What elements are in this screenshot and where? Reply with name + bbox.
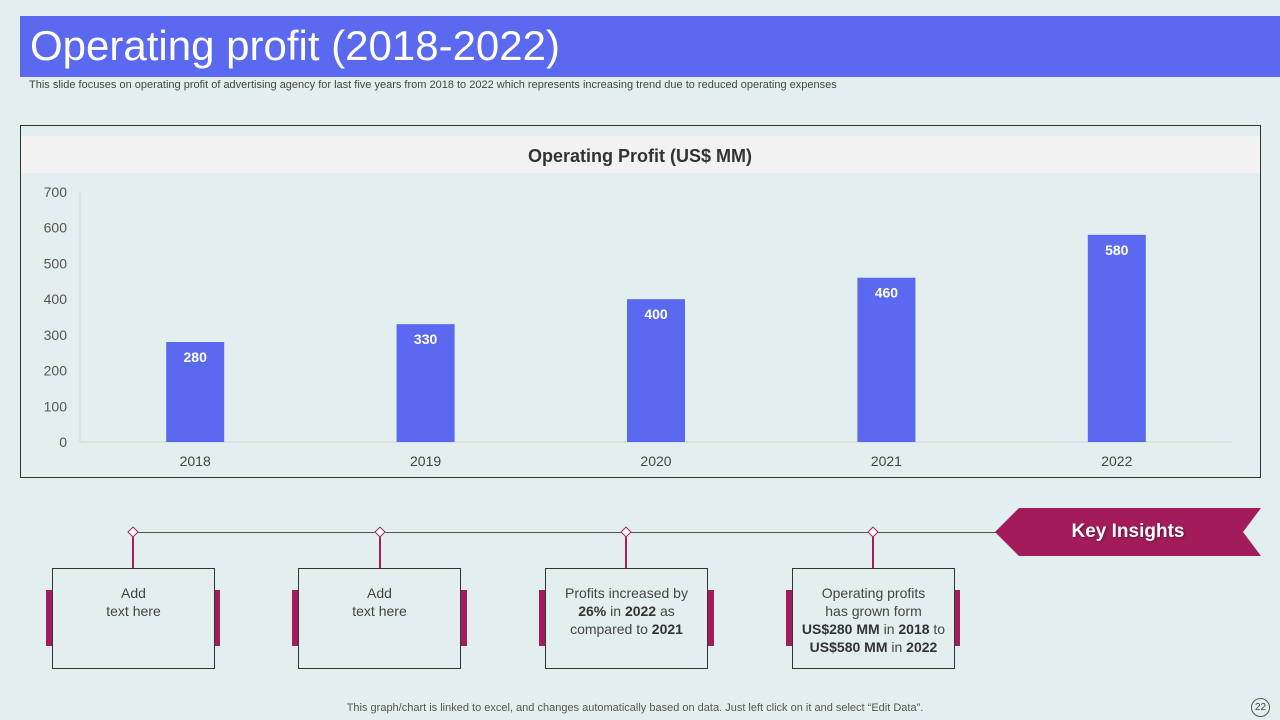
x-tick-label: 2020: [640, 453, 671, 469]
insight-text: to: [929, 621, 946, 637]
connector-dot-1: [127, 526, 139, 538]
connector-1: [132, 533, 134, 569]
bar-2019: [396, 324, 455, 442]
data-label: 580: [1105, 242, 1129, 258]
bar-2020: [627, 299, 685, 442]
data-label: 330: [414, 331, 438, 347]
insight-text: Add: [367, 585, 392, 601]
slide-title: Operating profit (2018-2022): [30, 22, 560, 69]
insight-text: Add: [121, 585, 146, 601]
insight-line: Operating profits: [793, 584, 954, 602]
y-tick-label: 700: [44, 184, 68, 200]
box-2-left-accent: [292, 590, 298, 646]
footer-note: This graph/chart is linked to excel, and…: [0, 702, 1280, 714]
chart-title: Operating Profit (US$ MM): [528, 146, 752, 166]
insight-highlight: US$280 MM: [801, 621, 880, 637]
y-tick-label: 300: [44, 327, 68, 343]
box-4-left-accent: [786, 590, 792, 646]
banner-shape: [995, 508, 1261, 556]
footer-text: This graph/chart is linked to excel, and…: [346, 702, 924, 714]
x-tick-label: 2022: [1101, 453, 1132, 469]
box-4-right-accent: [954, 590, 960, 646]
insight-line: US$280 MM in 2018 to: [793, 620, 954, 638]
x-tick-label: 2018: [180, 453, 211, 469]
page-number: 22: [1251, 698, 1270, 717]
y-tick-label: 200: [44, 363, 68, 379]
title-bar: Operating profit (2018-2022): [20, 16, 1280, 77]
insight-highlight: 2022: [624, 603, 657, 619]
key-insights-banner: Key Insights: [995, 508, 1261, 556]
insight-highlight: US$580 MM: [809, 639, 888, 655]
insight-line: Add: [53, 584, 214, 602]
y-tick-label: 400: [44, 291, 68, 307]
x-tick-label: 2021: [871, 453, 902, 469]
data-label: 280: [184, 349, 208, 365]
chart-title-band: [21, 136, 1260, 173]
insight-line: 26% in 2022 as: [546, 602, 707, 620]
box-1-left-accent: [46, 590, 52, 646]
bar-2022: [1087, 234, 1146, 442]
insight-line: compared to 2021: [546, 620, 707, 638]
insight-box-2[interactable]: Add text here: [298, 568, 461, 669]
insight-text: text here: [106, 603, 161, 619]
insight-highlight: 2018: [898, 621, 930, 637]
bar-2018: [166, 342, 225, 442]
insight-box-1[interactable]: Add text here: [52, 568, 215, 669]
connector-dot-3: [620, 526, 632, 538]
insight-text: has grown form: [825, 603, 922, 619]
slide-subtitle: This slide focuses on operating profit o…: [29, 79, 837, 91]
x-tick-label: 2019: [410, 453, 441, 469]
insight-text: compared to: [570, 621, 652, 637]
insights-connector-line: [133, 532, 1003, 533]
insight-line: US$580 MM in 2022: [793, 638, 954, 656]
insight-text: in: [879, 621, 899, 637]
connector-dot-4: [867, 526, 879, 538]
insight-text: in: [606, 603, 625, 619]
connector-dot-2: [374, 526, 386, 538]
chart-frame[interactable]: Operating Profit (US$ MM) 0 100 200 300 400 50…: [20, 125, 1261, 478]
box-3-right-accent: [708, 590, 714, 646]
insight-box-3[interactable]: Profits increased by 26% in 2022 as compar…: [545, 568, 708, 669]
insight-highlight: 26%: [578, 603, 607, 619]
insight-line: Profits increased by: [546, 584, 707, 602]
bar-2021: [857, 277, 916, 442]
insight-text: in: [887, 639, 907, 655]
box-3-left-accent: [539, 590, 545, 646]
connector-3: [625, 533, 627, 569]
y-tick-label: 100: [44, 398, 68, 414]
key-insights-label: Key Insights: [1071, 521, 1185, 542]
insight-line: Add: [299, 584, 460, 602]
y-tick-label: 600: [44, 220, 68, 236]
insight-line: text here: [299, 602, 460, 620]
insight-text: Profits increased by: [565, 585, 688, 601]
y-tick-label: 500: [44, 255, 68, 271]
connector-2: [379, 533, 381, 569]
insight-box-4[interactable]: Operating profits has grown form US$280 MM…: [792, 568, 955, 669]
bar-chart[interactable]: Operating Profit (US$ MM) 0 100 200 300 400 50…: [21, 126, 1262, 479]
y-tick-label: 0: [59, 434, 67, 450]
box-1-right-accent: [214, 590, 220, 646]
insight-text: Operating profits: [821, 585, 926, 601]
data-label: 460: [875, 285, 899, 301]
insight-text: text here: [352, 603, 407, 619]
insight-text: as: [656, 603, 675, 619]
box-2-right-accent: [461, 590, 467, 646]
connector-4: [872, 533, 874, 569]
insight-line: text here: [53, 602, 214, 620]
insight-highlight: 2022: [906, 639, 938, 655]
insight-highlight: 2021: [651, 621, 683, 637]
data-label: 400: [644, 306, 668, 322]
insight-line: has grown form: [793, 602, 954, 620]
